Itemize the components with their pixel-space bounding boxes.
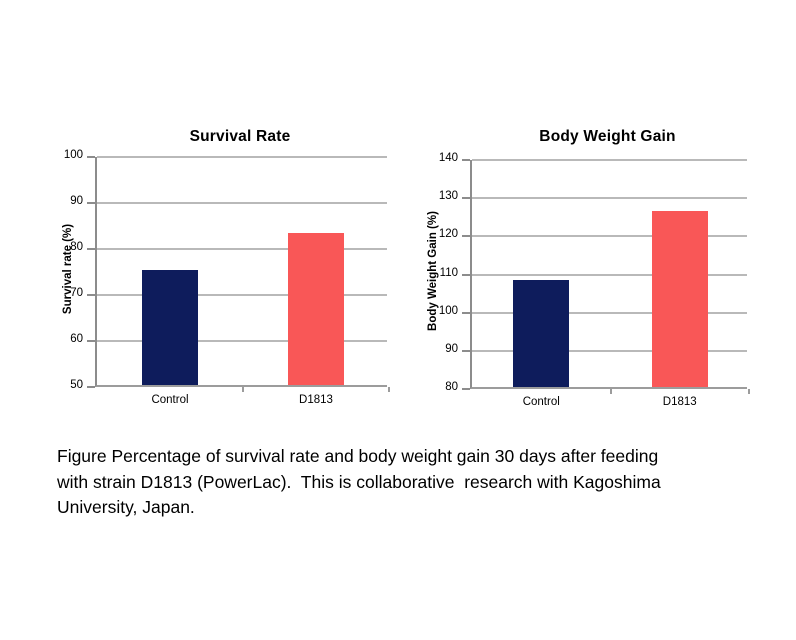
x-tick-mark (748, 389, 750, 394)
chart-title: Survival Rate (189, 128, 291, 145)
gridline (97, 248, 387, 250)
y-tick-label: 70 (70, 287, 83, 299)
gridline (472, 349, 747, 352)
gridline (97, 202, 387, 204)
y-tick-label: 140 (438, 152, 458, 164)
y-tick-label: 90 (445, 342, 458, 355)
y-tick-label: 50 (70, 379, 83, 391)
figure-caption: Figure Percentage of survival rate and b… (57, 444, 661, 521)
x-tick-label: D1813 (662, 396, 697, 408)
x-tick-label: D1813 (299, 394, 333, 406)
x-tick-mark (242, 387, 244, 392)
y-tick-mark (462, 311, 470, 314)
y-tick-mark (87, 202, 95, 204)
y-tick-label: 110 (439, 266, 458, 279)
chart-title: Body Weight Gain (539, 128, 676, 145)
bar-d1813 (288, 233, 344, 385)
y-tick-label: 100 (438, 304, 458, 317)
y-tick-label: 120 (438, 228, 458, 241)
plot-area: 50 60 70 80 90 100 Control D1813 (64, 149, 390, 406)
x-tick-label: Control (522, 396, 560, 408)
y-tick-mark (87, 294, 95, 296)
y-tick-mark (462, 235, 470, 238)
caption-line: Figure Percentage of survival rate and b… (57, 446, 659, 466)
gridline (97, 340, 387, 342)
gridline (97, 156, 387, 158)
caption-line: University, Japan. (57, 497, 195, 517)
gridline (472, 235, 747, 238)
x-tick-mark (609, 389, 612, 394)
y-tick-mark (462, 197, 470, 200)
y-tick-mark (87, 156, 95, 158)
y-tick-label: 130 (438, 190, 458, 203)
bar-control (142, 270, 198, 385)
y-tick-mark (87, 248, 95, 250)
caption-line: with strain D1813 (PowerLac). This is co… (57, 471, 661, 492)
bar-d1813 (651, 211, 708, 387)
gridline (97, 294, 387, 296)
x-tick-label: Control (151, 394, 189, 406)
gridline (472, 197, 747, 200)
y-tick-label: 60 (70, 333, 83, 345)
y-tick-mark (462, 159, 470, 161)
x-tick-mark (388, 387, 390, 392)
y-tick-mark (87, 386, 95, 388)
y-tick-mark (462, 273, 470, 276)
y-tick-label: 100 (63, 149, 83, 161)
chart-body-weight-gain: Body Weight Gain Body Weight Gain (%) 80… (427, 126, 778, 431)
y-tick-mark (462, 388, 470, 390)
y-tick-mark (462, 349, 470, 352)
gridline (472, 159, 747, 161)
y-tick-mark (87, 340, 95, 342)
y-tick-label: 80 (445, 381, 458, 393)
gridline (472, 311, 747, 314)
bar-control (513, 280, 570, 387)
plot-area: 80 90 100 110 120 130 140 Control D1813 (439, 152, 750, 408)
chart-survival-rate: Survival Rate Survival rate (%) 50 60 70 80… (57, 126, 407, 431)
gridline (472, 273, 747, 276)
y-tick-label: 90 (70, 195, 83, 207)
y-tick-label: 80 (70, 241, 83, 253)
